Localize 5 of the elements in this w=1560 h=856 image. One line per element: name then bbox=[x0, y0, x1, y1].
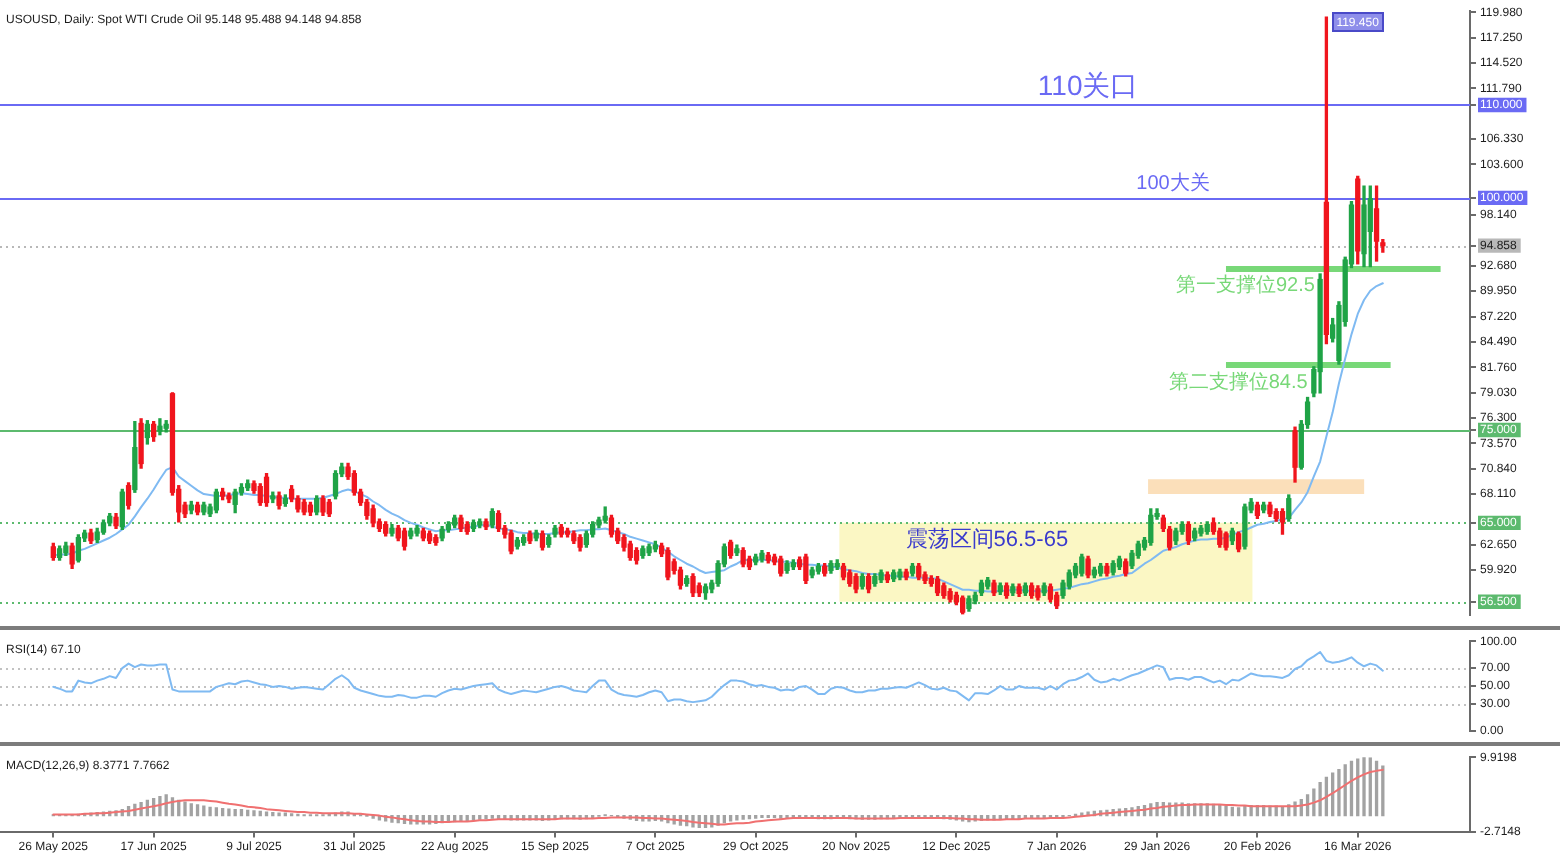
ref-line-label: 110关口 bbox=[1037, 68, 1139, 101]
ref-line-label: 第一支撑位92.5 bbox=[1176, 273, 1316, 297]
band-label: 震荡区间56.5-65 bbox=[905, 525, 1069, 552]
ref-line-label: 100大关 bbox=[1136, 171, 1210, 196]
ref-line-label: 第二支撑位84.5 bbox=[1168, 369, 1309, 394]
